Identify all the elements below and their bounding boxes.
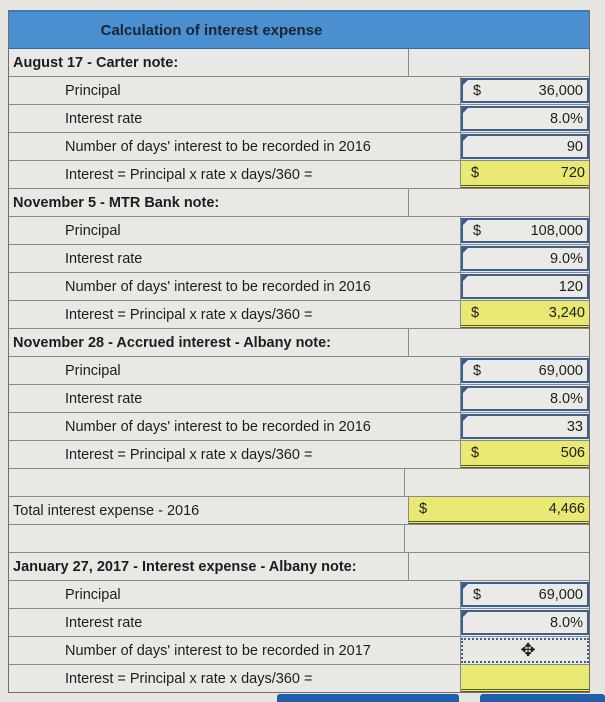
days-input[interactable]: 33 xyxy=(461,414,589,439)
row-label: Number of days' interest to be recorded … xyxy=(9,133,461,160)
row-label: Interest = Principal x rate x days/360 = xyxy=(9,301,461,328)
days-input-active[interactable]: ✥ xyxy=(461,638,589,663)
cell-value: 720 xyxy=(560,165,585,181)
rate-input[interactable]: 8.0% xyxy=(461,610,589,635)
cell-value: 9.0% xyxy=(549,250,583,267)
total-row: Total interest expense - 2016 $4,466 xyxy=(9,497,589,525)
row-label: Principal xyxy=(9,357,461,384)
cell-value: 4,466 xyxy=(548,501,585,517)
dollar-sign: $ xyxy=(419,501,428,517)
row-label: Interest = Principal x rate x days/360 = xyxy=(9,665,461,692)
principal-input[interactable]: $36,000 xyxy=(461,78,589,103)
row-label: Principal xyxy=(9,217,461,244)
cell-value: 120 xyxy=(558,278,583,295)
row-label: Principal xyxy=(9,77,461,104)
interest-result-cell[interactable] xyxy=(461,665,589,692)
row-label: Interest = Principal x rate x days/360 = xyxy=(9,441,461,468)
table-row: Number of days' interest to be recorded … xyxy=(9,273,589,301)
table-row: Interest rate 8.0% xyxy=(9,105,589,133)
days-input[interactable]: 120 xyxy=(461,274,589,299)
table-row: Interest = Principal x rate x days/360 = xyxy=(9,665,589,693)
table-row: Interest = Principal x rate x days/360 =… xyxy=(9,301,589,329)
principal-input[interactable]: $69,000 xyxy=(461,358,589,383)
row-label: Interest rate xyxy=(9,105,461,132)
row-label: Number of days' interest to be recorded … xyxy=(9,273,461,300)
section-heading-row: November 5 - MTR Bank note: xyxy=(9,189,589,217)
cell-value: 3,240 xyxy=(548,305,585,321)
bottom-button-right[interactable] xyxy=(480,694,605,702)
principal-input[interactable]: $69,000 xyxy=(461,582,589,607)
section-heading-row: January 27, 2017 - Interest expense - Al… xyxy=(9,553,589,581)
section-heading-row: August 17 - Carter note: xyxy=(9,49,589,77)
row-label: Principal xyxy=(9,581,461,608)
blank-row xyxy=(9,525,589,553)
interest-result-cell[interactable]: $506 xyxy=(461,441,589,468)
cell-value: 8.0% xyxy=(549,390,583,407)
cell-value: 8.0% xyxy=(549,110,583,127)
section-heading: August 17 - Carter note: xyxy=(9,49,409,76)
table-row: Number of days' interest to be recorded … xyxy=(9,133,589,161)
bottom-button-left[interactable] xyxy=(277,694,459,702)
dollar-sign: $ xyxy=(473,82,482,99)
cell-value: 36,000 xyxy=(538,82,583,99)
row-label: Interest rate xyxy=(9,385,461,412)
rate-input[interactable]: 9.0% xyxy=(461,246,589,271)
table-row: Principal $108,000 xyxy=(9,217,589,245)
cell-value: 69,000 xyxy=(538,586,583,603)
total-label: Total interest expense - 2016 xyxy=(9,497,409,524)
table-row: Principal $69,000 xyxy=(9,357,589,385)
cell-value: 108,000 xyxy=(530,222,583,239)
rate-input[interactable]: 8.0% xyxy=(461,386,589,411)
dollar-sign: $ xyxy=(471,445,480,461)
cell-value: 33 xyxy=(566,418,583,435)
dollar-sign: $ xyxy=(471,165,480,181)
table-row: Interest rate 9.0% xyxy=(9,245,589,273)
cursor-crosshair-icon: ✥ xyxy=(520,640,536,660)
dollar-sign: $ xyxy=(471,305,480,321)
table-row: Principal $36,000 xyxy=(9,77,589,105)
days-input[interactable]: 90 xyxy=(461,134,589,159)
row-label: Interest rate xyxy=(9,245,461,272)
interest-worksheet: Calculation of interest expense August 1… xyxy=(8,10,590,693)
rate-input[interactable]: 8.0% xyxy=(461,106,589,131)
row-label: Interest = Principal x rate x days/360 = xyxy=(9,161,461,188)
dollar-sign: $ xyxy=(473,222,482,239)
cell-value: 8.0% xyxy=(549,614,583,631)
table-row: Principal $69,000 xyxy=(9,581,589,609)
cell-value: 506 xyxy=(560,445,585,461)
table-row: Interest = Principal x rate x days/360 =… xyxy=(9,441,589,469)
table-row: Interest rate 8.0% xyxy=(9,385,589,413)
section-heading-row: November 28 - Accrued interest - Albany … xyxy=(9,329,589,357)
blank-row xyxy=(9,469,589,497)
row-label: Number of days' interest to be recorded … xyxy=(9,637,461,664)
section-heading: November 5 - MTR Bank note: xyxy=(9,189,409,216)
table-row: Number of days' interest to be recorded … xyxy=(9,413,589,441)
cell-value: 90 xyxy=(566,138,583,155)
interest-result-cell[interactable]: $720 xyxy=(461,161,589,188)
table-row: Interest rate 8.0% xyxy=(9,609,589,637)
section-heading: January 27, 2017 - Interest expense - Al… xyxy=(9,553,409,580)
total-value-cell[interactable]: $4,466 xyxy=(409,497,589,524)
worksheet-title: Calculation of interest expense xyxy=(9,10,589,49)
dollar-sign: $ xyxy=(473,362,482,379)
table-row: Number of days' interest to be recorded … xyxy=(9,637,589,665)
interest-result-cell[interactable]: $3,240 xyxy=(461,301,589,328)
row-label: Interest rate xyxy=(9,609,461,636)
row-label: Number of days' interest to be recorded … xyxy=(9,413,461,440)
table-row: Interest = Principal x rate x days/360 =… xyxy=(9,161,589,189)
principal-input[interactable]: $108,000 xyxy=(461,218,589,243)
dollar-sign: $ xyxy=(473,586,482,603)
section-heading: November 28 - Accrued interest - Albany … xyxy=(9,329,409,356)
cell-value: 69,000 xyxy=(538,362,583,379)
